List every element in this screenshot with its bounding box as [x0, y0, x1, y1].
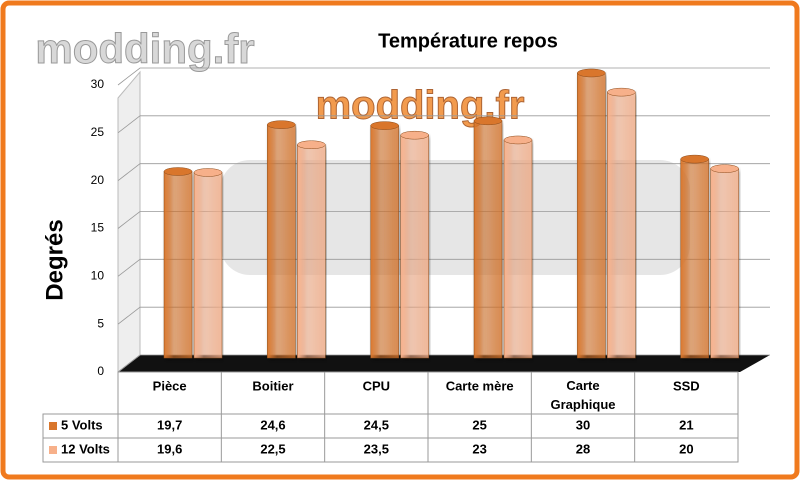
bar: [297, 144, 326, 359]
value-label: 30: [576, 417, 590, 432]
value-label: 24,5: [364, 417, 389, 432]
value-label: 23: [472, 441, 486, 456]
y-tick-label: 20: [91, 173, 105, 187]
value-label: 24,6: [260, 417, 285, 432]
bar-cap: [607, 87, 636, 97]
bar-cap: [297, 140, 326, 149]
grid-line: [117, 115, 770, 134]
grid-line: [117, 163, 770, 181]
grid-line: [117, 211, 770, 229]
y-tick-label: 25: [91, 125, 105, 139]
category-label: Carte Graphique: [550, 378, 615, 412]
y-tick-label: 10: [91, 269, 105, 283]
grid-line: [117, 67, 770, 86]
bar-cap: [680, 154, 709, 164]
bar-cap: [473, 116, 503, 126]
value-label: 19,6: [157, 441, 182, 456]
chart-title: Température repos: [378, 30, 558, 52]
data-table: Pièce Boitier CPU Carte mère Carte Graphique S…: [42, 371, 739, 463]
bar: [473, 120, 503, 359]
category-label: Carte mère: [446, 378, 514, 393]
bar: [577, 72, 606, 359]
bar: [607, 91, 636, 359]
background-photo: [220, 160, 690, 275]
bar-cap: [400, 130, 429, 140]
value-label: 19,7: [157, 417, 182, 432]
side-wall: [117, 70, 141, 374]
legend-swatch: [49, 422, 57, 430]
grid-line: [117, 258, 770, 277]
value-label: 25: [472, 417, 486, 432]
bar: [193, 172, 223, 359]
legend-label: 5 Volts: [61, 417, 103, 432]
value-label: 21: [679, 417, 693, 432]
bar-cap: [710, 164, 739, 173]
floor: [118, 355, 770, 372]
category-label: CPU: [363, 378, 390, 393]
grid-line: [117, 306, 770, 325]
legend-label: 12 Volts: [61, 441, 110, 456]
value-label: 23,5: [364, 441, 389, 456]
bar-cap: [503, 135, 533, 145]
bar-cap: [370, 121, 399, 130]
y-tick-label: 5: [97, 316, 104, 330]
category-label: SSD: [673, 378, 700, 393]
bar: [400, 134, 429, 359]
bar: [267, 124, 296, 359]
bar: [680, 158, 709, 359]
bar: [710, 168, 739, 359]
bar: [503, 139, 533, 359]
category-label: Boitier: [252, 378, 293, 393]
bar-cap: [267, 120, 296, 129]
y-tick-label: 15: [91, 221, 105, 235]
watermark: modding.fr: [316, 84, 525, 128]
bar-cap: [163, 167, 193, 176]
y-tick-label: 30: [91, 77, 105, 91]
y-axis-label: Degrés: [41, 219, 68, 300]
bar: [163, 171, 193, 359]
legend-swatch: [49, 446, 57, 454]
value-label: 28: [576, 441, 590, 456]
bar-cap: [577, 68, 606, 78]
watermark: modding.fr: [35, 25, 254, 72]
grid-line: [117, 354, 770, 373]
category-label: Pièce: [153, 378, 187, 393]
bar-cap: [193, 168, 223, 177]
y-tick-label: 0: [97, 364, 104, 378]
value-label: 20: [679, 441, 693, 456]
bar: [370, 125, 399, 359]
value-label: 22,5: [260, 441, 285, 456]
